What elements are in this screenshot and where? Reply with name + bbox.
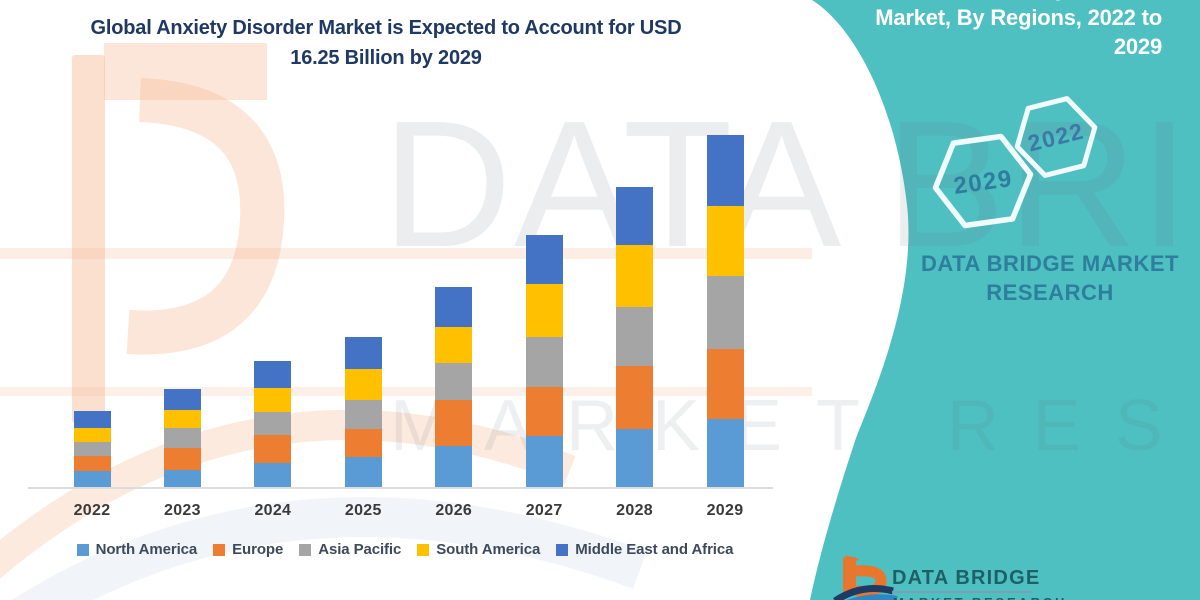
footer-logo-underline — [892, 591, 1033, 593]
x-axis-label: 2023 — [164, 502, 201, 519]
bar-segment-asia-pacific — [435, 363, 473, 400]
legend-swatch — [556, 543, 569, 556]
legend-item: Asia Pacific — [299, 541, 401, 558]
bar-segment-north-america — [73, 471, 111, 488]
bar-segment-middle-east-and-africa — [73, 411, 111, 428]
bar-segment-middle-east-and-africa — [254, 361, 292, 388]
x-axis-line — [28, 487, 773, 489]
bar-segment-europe — [344, 429, 382, 457]
footer-logo-mark — [833, 555, 898, 600]
bar-2026 — [435, 287, 473, 488]
panel-heading-line2: 2029 — [1113, 34, 1162, 59]
bar-2022 — [73, 411, 111, 488]
bar-segment-south-america — [616, 245, 654, 307]
bar-segment-europe — [163, 448, 201, 470]
bar-segment-europe — [525, 387, 563, 436]
bar-segment-south-america — [163, 410, 201, 428]
bar-2025 — [344, 337, 382, 488]
bar-segment-north-america — [435, 446, 473, 488]
bar-2024 — [254, 361, 292, 488]
side-panel-background — [810, 0, 1200, 600]
x-axis-label: 2024 — [254, 502, 292, 519]
footer-logo-text: DATA BRIDGE — [892, 567, 1041, 589]
bar-segment-north-america — [616, 429, 654, 488]
legend-item: Middle East and Africa — [556, 541, 733, 558]
bar-segment-europe — [73, 456, 111, 471]
x-axis-label: 2025 — [344, 502, 382, 519]
bar-segment-middle-east-and-africa — [525, 235, 563, 284]
bar-segment-middle-east-and-africa — [616, 187, 654, 245]
bar-segment-north-america — [344, 457, 382, 488]
bar-segment-south-america — [73, 428, 111, 442]
bar-segment-europe — [435, 400, 473, 446]
legend-label: South America — [436, 541, 541, 558]
panel-heading-line1: Market, By Regions, 2022 to — [875, 5, 1162, 30]
bar-segment-north-america — [525, 436, 563, 488]
legend-label: Middle East and Africa — [575, 541, 734, 558]
brand-line1: DATA BRIDGE MARKET — [921, 251, 1179, 276]
brand-text: DATA BRIDGE MARKET RESEARCH — [920, 249, 1180, 307]
bar-segment-middle-east-and-africa — [163, 389, 201, 410]
bar-segment-north-america — [254, 463, 292, 488]
legend-label: North America — [95, 541, 198, 558]
chart-area: Global Anxiety Disorder Market is Expect… — [28, 13, 773, 558]
x-axis-label: 2027 — [525, 502, 563, 519]
bar-segment-europe — [254, 435, 292, 463]
brand-line2: RESEARCH — [986, 280, 1114, 305]
x-axis-label: 2022 — [73, 502, 111, 519]
x-axis-label: 2028 — [616, 502, 653, 519]
bar-segment-asia-pacific — [344, 400, 382, 429]
bar-segment-middle-east-and-africa — [344, 337, 382, 369]
x-axis-label: 2029 — [706, 502, 744, 519]
x-axis-label: 2026 — [435, 502, 473, 519]
bar-segment-south-america — [525, 284, 563, 337]
legend-label: Asia Pacific — [318, 541, 402, 558]
bar-segment-north-america — [706, 419, 744, 488]
bar-segment-south-america — [435, 327, 473, 363]
bar-segment-middle-east-and-africa — [435, 287, 473, 327]
legend-swatch — [417, 543, 430, 556]
chart-legend: North America Europe Asia Pacific South Ame… — [40, 541, 770, 558]
bar-segment-north-america — [163, 470, 201, 488]
bar-segment-south-america — [254, 388, 292, 412]
chart-title-line1: Global Anxiety Disorder Market is Expect… — [90, 17, 682, 39]
bar-segment-europe — [706, 349, 744, 419]
bar-segment-middle-east-and-africa — [706, 135, 744, 206]
chart-title-line2: 16.25 Billion by 2029 — [290, 47, 482, 69]
bar-2029 — [706, 135, 744, 488]
bar-2023 — [163, 389, 201, 488]
bar-2028 — [616, 187, 654, 488]
bar-segment-south-america — [706, 206, 744, 276]
footer-logo-subtext: MARKET RESEARCH — [893, 595, 1067, 600]
legend-item: North America — [76, 541, 198, 558]
bar-segment-asia-pacific — [163, 428, 201, 448]
footer-logo: DATA BRIDGE MARKET RESEARCH — [830, 550, 1070, 600]
bar-segment-south-america — [344, 369, 382, 400]
bar-segment-asia-pacific — [254, 412, 292, 435]
panel-heading: Global Anxiety Disorder Market, By Regio… — [875, 0, 1162, 61]
bar-2027 — [525, 235, 563, 488]
bar-segment-asia-pacific — [525, 337, 563, 387]
bar-segment-asia-pacific — [73, 442, 111, 456]
bar-segment-asia-pacific — [706, 276, 744, 349]
legend-item: South America — [417, 541, 540, 558]
chart-title: Global Anxiety Disorder Market is Expect… — [36, 13, 736, 73]
legend-swatch — [76, 543, 89, 556]
bar-segment-europe — [616, 366, 654, 429]
panel-heading-clipped-line: Global Anxiety Disorder — [875, 0, 1162, 3]
bar-segment-asia-pacific — [616, 307, 654, 366]
legend-label: Europe — [232, 541, 284, 558]
legend-swatch — [213, 543, 226, 556]
legend-item: Europe — [213, 541, 283, 558]
legend-swatch — [299, 543, 312, 556]
